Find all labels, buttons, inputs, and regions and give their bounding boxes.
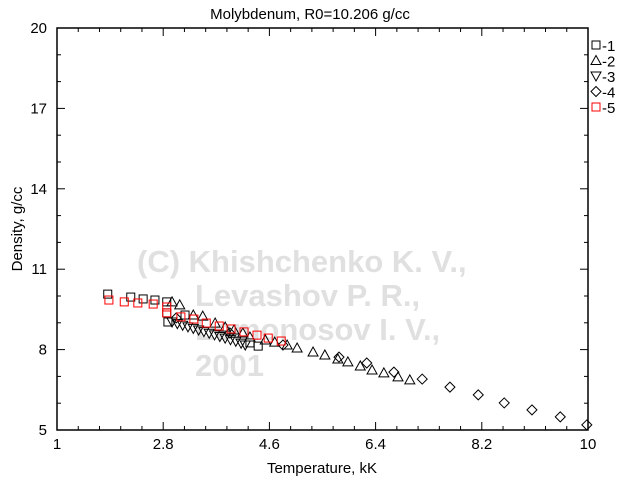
chart-title: Molybdenum, R0=10.206 g/cc (210, 6, 410, 23)
legend-label-5: -5 (602, 100, 615, 117)
y-axis-label: Density, g/cc (9, 186, 26, 271)
data-point (219, 333, 231, 345)
data-point (239, 340, 252, 352)
series-4 (170, 312, 593, 431)
data-point (133, 298, 143, 308)
legend-marker-1 (591, 40, 601, 50)
y-tick-label: 20 (30, 20, 47, 37)
data-point (277, 339, 289, 351)
data-point (291, 341, 303, 353)
data-point (366, 363, 378, 375)
data-point (276, 336, 286, 346)
watermark-line-3: Lomonosov I. V., (195, 312, 440, 347)
y-tick-label: 17 (30, 100, 47, 117)
data-point (213, 331, 226, 343)
y-tick-label: 14 (30, 181, 47, 198)
data-point (214, 321, 224, 331)
data-point (201, 318, 211, 328)
plot-area (56, 27, 589, 431)
data-point (187, 323, 200, 335)
legend-label-2: -2 (602, 54, 615, 71)
data-point (319, 348, 331, 360)
data-point (162, 308, 172, 318)
data-point (354, 359, 367, 371)
data-point (392, 370, 404, 382)
legend-label-4: -4 (602, 85, 615, 102)
data-point (189, 314, 199, 324)
data-point (307, 345, 319, 357)
data-point (162, 308, 172, 318)
data-point (472, 389, 484, 401)
data-point (170, 312, 182, 324)
data-point (253, 341, 263, 351)
data-point (581, 419, 593, 431)
data-point (554, 411, 566, 423)
data-point (416, 373, 428, 385)
x-tick-label: 4.6 (259, 436, 280, 453)
data-point (173, 298, 186, 310)
data-point (226, 324, 236, 334)
x-axis-label: Temperature, kK (267, 460, 377, 477)
watermark-line-2: Levashov P. R., (195, 278, 420, 313)
data-point (176, 312, 186, 322)
data-point (198, 327, 210, 338)
data-point (403, 373, 416, 385)
legend-marker-5 (591, 102, 601, 112)
data-point (235, 338, 247, 350)
data-point (259, 333, 272, 345)
legend: -1-2-3-4-5 (590, 38, 615, 117)
watermark-line-1: (C) Khishchenko K. V., (137, 244, 467, 279)
data-point (444, 381, 456, 393)
watermark: (C) Khishchenko K. V., Levashov P. R., L… (137, 244, 467, 383)
data-point (103, 289, 113, 299)
data-point (263, 333, 273, 343)
data-point (342, 355, 354, 367)
y-tick-label: 8 (39, 342, 47, 359)
x-tick-label: 1 (53, 436, 61, 453)
legend-marker-3 (590, 71, 602, 83)
data-point (498, 397, 510, 409)
x-tick-label: 6.4 (365, 436, 386, 453)
x-tick-label: 8.2 (471, 436, 492, 453)
x-tick-label: 2.8 (153, 436, 174, 453)
data-point (126, 292, 136, 302)
y-tick-label: 5 (39, 422, 47, 439)
data-point (361, 357, 373, 369)
data-point (208, 330, 221, 341)
data-point (239, 327, 249, 337)
legend-marker-4 (590, 85, 602, 98)
data-point (219, 321, 231, 332)
data-point (166, 317, 178, 329)
data-point (119, 297, 129, 307)
x-tick-label: 10 (580, 436, 597, 453)
data-point (162, 302, 172, 312)
data-point (378, 366, 390, 378)
series-5 (104, 295, 286, 346)
data-point (203, 328, 216, 340)
data-point (148, 299, 158, 309)
data-point (182, 322, 194, 333)
watermark-line-4: 2001 (195, 348, 264, 383)
y-tick-label: 11 (31, 261, 47, 278)
data-point (333, 351, 345, 363)
data-point (526, 404, 538, 416)
legend-marker-2 (590, 54, 602, 65)
data-point (224, 327, 236, 339)
data-point (252, 330, 262, 340)
data-point (166, 295, 178, 307)
data-point (224, 335, 237, 346)
data-point (229, 336, 242, 348)
data-point (187, 308, 200, 320)
legend-label-1: -1 (602, 38, 615, 55)
series-3 (166, 317, 252, 352)
data-point (104, 295, 114, 305)
data-point (388, 366, 400, 378)
legend-label-3: -3 (602, 69, 615, 86)
data-point (192, 325, 205, 337)
